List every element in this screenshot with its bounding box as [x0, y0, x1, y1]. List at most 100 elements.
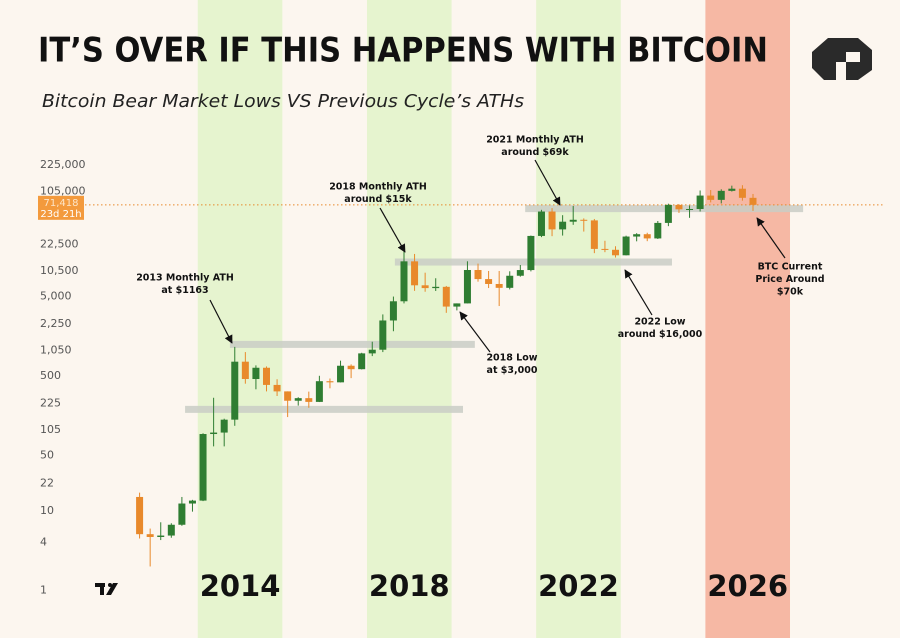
band-label: 2014 [200, 569, 281, 603]
band-label: 2018 [369, 569, 450, 603]
candle-body [400, 261, 408, 302]
candle-body [622, 236, 630, 256]
chart-title: IT’S OVER IF THIS HAPPENS WITH BITCOIN [38, 31, 768, 71]
candle-body [273, 384, 281, 392]
candle-body [537, 211, 545, 236]
annotation-arrow [624, 269, 653, 316]
candle-body [463, 269, 471, 304]
candle-body [136, 496, 144, 535]
candle-body [199, 434, 207, 501]
chart-subtitle: Bitcoin Bear Market Lows VS Previous Cyc… [42, 91, 524, 112]
candle-body [411, 261, 419, 286]
candle-body [167, 524, 175, 536]
candle-body [633, 234, 641, 237]
tradingview-logo [95, 583, 118, 595]
y-tick-label: 1 [40, 583, 47, 596]
candle-body [241, 361, 249, 380]
candle-body [485, 279, 493, 284]
highlight-band [705, 0, 791, 638]
highlight-band [197, 0, 283, 638]
candle-body [368, 349, 376, 354]
price-label: 71,418 [44, 198, 79, 209]
y-tick-label: 5,000 [40, 290, 72, 303]
y-tick-label: 105,000 [40, 185, 86, 198]
candle-body [707, 195, 715, 200]
annotation-text: around $15k [344, 194, 412, 205]
candle-body [337, 365, 345, 383]
annotation-text: 2018 Monthly ATH [329, 182, 427, 193]
annotation-text: $70k [777, 287, 804, 298]
y-tick-label: 105 [40, 423, 61, 436]
candle-body [231, 361, 239, 420]
level-bar [229, 340, 475, 348]
annotation-text: BTC Current [758, 262, 823, 273]
candle-body [442, 286, 450, 307]
candle-body [654, 222, 662, 239]
annotation-text: 2021 Monthly ATH [486, 135, 584, 146]
price-countdown: 23d 21h [40, 209, 81, 220]
candle-body [569, 219, 577, 222]
candle-body [548, 211, 556, 230]
price-label-box [38, 195, 84, 220]
annotation-arrow [379, 207, 406, 253]
brand-logo [812, 38, 872, 80]
candle-body [696, 195, 704, 209]
candle-body [601, 248, 609, 250]
annotation-text: 2022 Low [634, 317, 685, 328]
candle-body [284, 391, 292, 401]
candle-body [389, 301, 397, 321]
candle-body [664, 204, 672, 223]
annotation-text: at $3,000 [487, 365, 538, 376]
candle-body [294, 398, 302, 401]
candle-body [210, 432, 218, 435]
candle-body [738, 188, 746, 198]
y-tick-label: 50 [40, 448, 54, 461]
band-label: 2026 [707, 569, 788, 603]
candle-body [347, 365, 355, 370]
highlight-band [366, 0, 452, 638]
candle-body [495, 283, 503, 288]
candle-body [474, 269, 482, 280]
level-bar [185, 405, 464, 413]
candle-body [252, 367, 260, 380]
annotation-text: Price Around [755, 274, 824, 285]
y-tick-label: 225,000 [40, 158, 86, 171]
candle-body [315, 381, 323, 402]
annotation-text: at $1163 [161, 285, 208, 296]
highlight-band [536, 0, 621, 638]
y-tick-label: 22 [40, 477, 54, 490]
y-tick-label: 10 [40, 504, 54, 517]
candle-body [305, 398, 313, 402]
annotation-text: around $16,000 [618, 329, 703, 340]
candle-body [178, 503, 186, 525]
y-tick-label: 1,050 [40, 343, 72, 356]
candle-body [527, 235, 535, 271]
annotation-text: 2013 Monthly ATH [136, 273, 234, 284]
candle-body [157, 535, 165, 537]
y-tick-label: 225 [40, 397, 61, 410]
annotation-arrow [459, 311, 491, 353]
candle-body [516, 270, 524, 276]
annotation-arrow [534, 159, 561, 206]
candle-body [326, 381, 334, 383]
candle-body [717, 190, 725, 200]
y-tick-label: 22,500 [40, 238, 79, 251]
candle-body [262, 367, 270, 385]
candle-body [675, 204, 683, 210]
candle-body [590, 220, 598, 249]
annotation-arrow [209, 299, 233, 344]
candle-body [358, 353, 366, 370]
candle-body [188, 500, 196, 504]
candle-body [432, 286, 440, 289]
y-tick-label: 2,250 [40, 317, 72, 330]
y-tick-label: 4 [40, 536, 47, 549]
candle-body [686, 208, 694, 210]
level-bar [525, 205, 804, 213]
annotation-arrow [756, 217, 786, 259]
y-tick-label: 500 [40, 369, 61, 382]
candle-body [580, 219, 588, 221]
annotation-text: 2018 Low [486, 353, 537, 364]
band-label: 2022 [538, 569, 619, 603]
candle-body [506, 275, 514, 288]
candle-body [421, 285, 429, 289]
